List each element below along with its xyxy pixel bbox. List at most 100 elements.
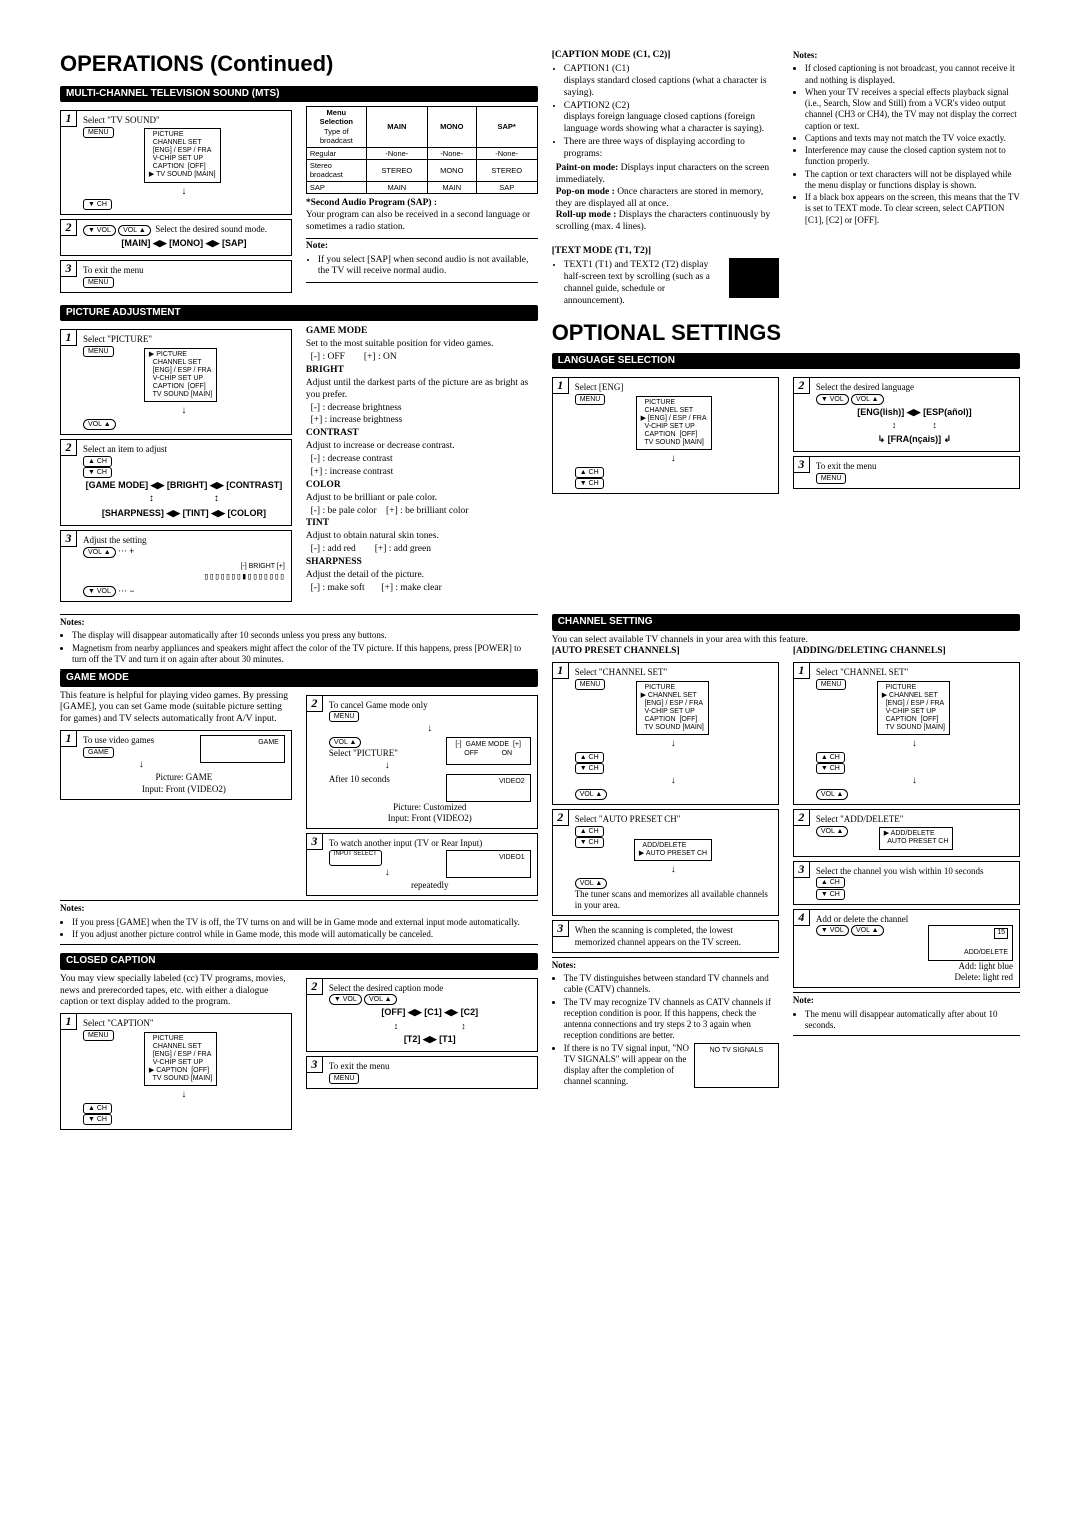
td: MAIN: [366, 181, 427, 193]
menu-button[interactable]: MENU: [83, 127, 114, 138]
step-number: 2: [553, 810, 569, 826]
note-item: The menu will disappear automatically af…: [805, 1009, 1020, 1032]
adj-plus: [+] : increase contrast: [311, 467, 394, 477]
vol-down-button[interactable]: ▼ VOL: [816, 925, 849, 936]
lang-step-3: 3 To exit the menu MENU: [793, 456, 1020, 489]
step-text: Select "PICTURE": [329, 748, 398, 758]
step-text: Select [ENG]: [575, 382, 624, 392]
ch-up-button[interactable]: ▲ CH: [816, 877, 845, 888]
ch-down-button[interactable]: ▼ CH: [816, 889, 845, 900]
vol-up-button[interactable]: VOL ▲: [83, 419, 116, 430]
menu-button[interactable]: MENU: [83, 346, 114, 357]
ch-up-button[interactable]: ▲ CH: [575, 826, 604, 837]
vol-down-button[interactable]: ▼ VOL: [329, 994, 362, 1005]
note-item: If a black box appears on the screen, th…: [805, 192, 1020, 226]
game-button[interactable]: GAME: [83, 747, 114, 758]
menu-button[interactable]: MENU: [83, 1030, 114, 1041]
menu-button[interactable]: MENU: [575, 394, 606, 405]
step-text: To exit the menu: [816, 461, 877, 471]
vol-up-button[interactable]: VOL ▲: [575, 789, 608, 800]
menu-button[interactable]: MENU: [329, 711, 360, 722]
adj-heading: COLOR: [306, 480, 341, 490]
menu-button[interactable]: MENU: [816, 679, 847, 690]
th: MAIN: [366, 107, 427, 148]
lang-step-2: 2 Select the desired language ▼ VOL VOL …: [793, 377, 1020, 451]
osd-menu: ADD/DELETE ▶ AUTO PRESET CH: [634, 839, 712, 861]
vol-down-button[interactable]: ▼ VOL: [83, 586, 116, 597]
vol-up-button[interactable]: VOL ▲: [364, 994, 397, 1005]
td: Regular: [306, 147, 366, 159]
step-text: Select an item to adjust: [83, 444, 167, 454]
osd-menu: PICTURE ▶ CHANNEL SET [ENG] / ESP / FRA …: [877, 681, 950, 735]
ch-down-button[interactable]: ▼ CH: [83, 199, 112, 210]
vol-up-button[interactable]: VOL ▲: [83, 547, 116, 558]
ch-up-button[interactable]: ▲ CH: [575, 467, 604, 478]
vol-up-button[interactable]: VOL ▲: [816, 826, 849, 837]
adj-minus: [-] : make soft: [311, 583, 365, 593]
notes-heading: Notes:: [793, 50, 1020, 61]
ch-up-button[interactable]: ▲ CH: [816, 752, 845, 763]
chan-add-step-2: 2 Select "ADD/DELETE" VOL ▲ ▶ ADD/DELETE…: [793, 809, 1020, 856]
ch-down-button[interactable]: ▼ CH: [575, 478, 604, 489]
td: MAIN: [427, 181, 476, 193]
adj-heading: TINT: [306, 518, 329, 528]
ch-down-button[interactable]: ▼ CH: [83, 467, 112, 478]
vol-up-button[interactable]: VOL ▲: [575, 878, 608, 889]
step-number: 4: [794, 910, 810, 926]
vol-up-button[interactable]: VOL ▲: [851, 925, 884, 936]
step-number: 2: [794, 810, 810, 826]
vol-up-button[interactable]: VOL ▲: [118, 225, 151, 236]
adj-minus: [-] : add red: [311, 544, 356, 554]
th: MONO: [427, 107, 476, 148]
td: MONO: [427, 159, 476, 181]
chan-add-step-3: 3 Select the channel you wish within 10 …: [793, 861, 1020, 905]
step-text: To cancel Game mode only: [329, 700, 428, 710]
ch-up-button[interactable]: ▲ CH: [83, 1103, 112, 1114]
menu-button[interactable]: MENU: [329, 1073, 360, 1084]
step-number: 1: [61, 111, 77, 127]
ch-up-button[interactable]: ▲ CH: [575, 752, 604, 763]
step-number: 3: [61, 531, 77, 547]
mode-sequence: [T2] ◀▶ [T1]: [329, 1034, 531, 1045]
adj-plus: [+] : make clear: [381, 583, 441, 593]
menu-button[interactable]: MENU: [83, 277, 114, 288]
list-item: TEXT1 (T1) and TEXT2 (T2) display half-s…: [564, 260, 723, 308]
chan-add-step-4: 4 Add or delete the channel ▼ VOL VOL ▲ …: [793, 909, 1020, 989]
section-bar-mts: MULTI-CHANNEL TELEVISION SOUND (MTS): [60, 86, 538, 103]
step-text: To use video games: [83, 735, 154, 745]
vol-down-button[interactable]: ▼ VOL: [83, 225, 116, 236]
menu-button[interactable]: MENU: [575, 679, 606, 690]
vol-up-button[interactable]: VOL ▲: [816, 789, 849, 800]
vol-up-button[interactable]: VOL ▲: [329, 737, 362, 748]
mode-label: Roll-up mode :: [556, 210, 617, 220]
mode-sequence: [FRA(nçais)]: [888, 434, 942, 444]
step-text: After 10 seconds: [329, 774, 390, 784]
note-item: If there is no TV signal input, "NO TV S…: [564, 1043, 779, 1088]
note-item: Captions and texts may not match the TV …: [805, 133, 1020, 144]
chan-auto-step-2: 2 Select "AUTO PRESET CH" ▲ CH ▼ CH ADD/…: [552, 809, 779, 916]
input-select-button[interactable]: INPUT SELECT: [329, 850, 382, 866]
text-mode-illustration: [729, 258, 779, 298]
screen-text: ADD/DELETE: [964, 949, 1008, 958]
th: SAP*: [476, 107, 537, 148]
vol-up-button[interactable]: VOL ▲: [851, 394, 884, 405]
ch-down-button[interactable]: ▼ CH: [83, 1114, 112, 1125]
list-item: CAPTION1 (C1)displays standard closed ca…: [564, 64, 779, 100]
section-bar-picture: PICTURE ADJUSTMENT: [60, 305, 538, 322]
vol-down-button[interactable]: ▼ VOL: [816, 394, 849, 405]
game-step-2: 2 To cancel Game mode only MENU ↓ VOL ▲ …: [306, 695, 538, 830]
td: SAP: [306, 181, 366, 193]
step-text: Select the desired language: [816, 382, 914, 392]
note-item: The caption or text characters will not …: [805, 169, 1020, 192]
ch-down-button[interactable]: ▼ CH: [575, 763, 604, 774]
menu-button[interactable]: MENU: [816, 473, 847, 484]
legend-add: Add: light blue: [959, 961, 1014, 971]
ch-down-button[interactable]: ▼ CH: [816, 763, 845, 774]
step-number: 3: [553, 921, 569, 937]
chan-add-step-1: 1 Select "CHANNEL SET" MENU PICTURE ▶ CH…: [793, 662, 1020, 805]
cc-step-2: 2 Select the desired caption mode ▼ VOL …: [306, 978, 538, 1052]
td: -None-: [476, 147, 537, 159]
step-number: 1: [553, 663, 569, 679]
ch-down-button[interactable]: ▼ CH: [575, 837, 604, 848]
ch-up-button[interactable]: ▲ CH: [83, 456, 112, 467]
